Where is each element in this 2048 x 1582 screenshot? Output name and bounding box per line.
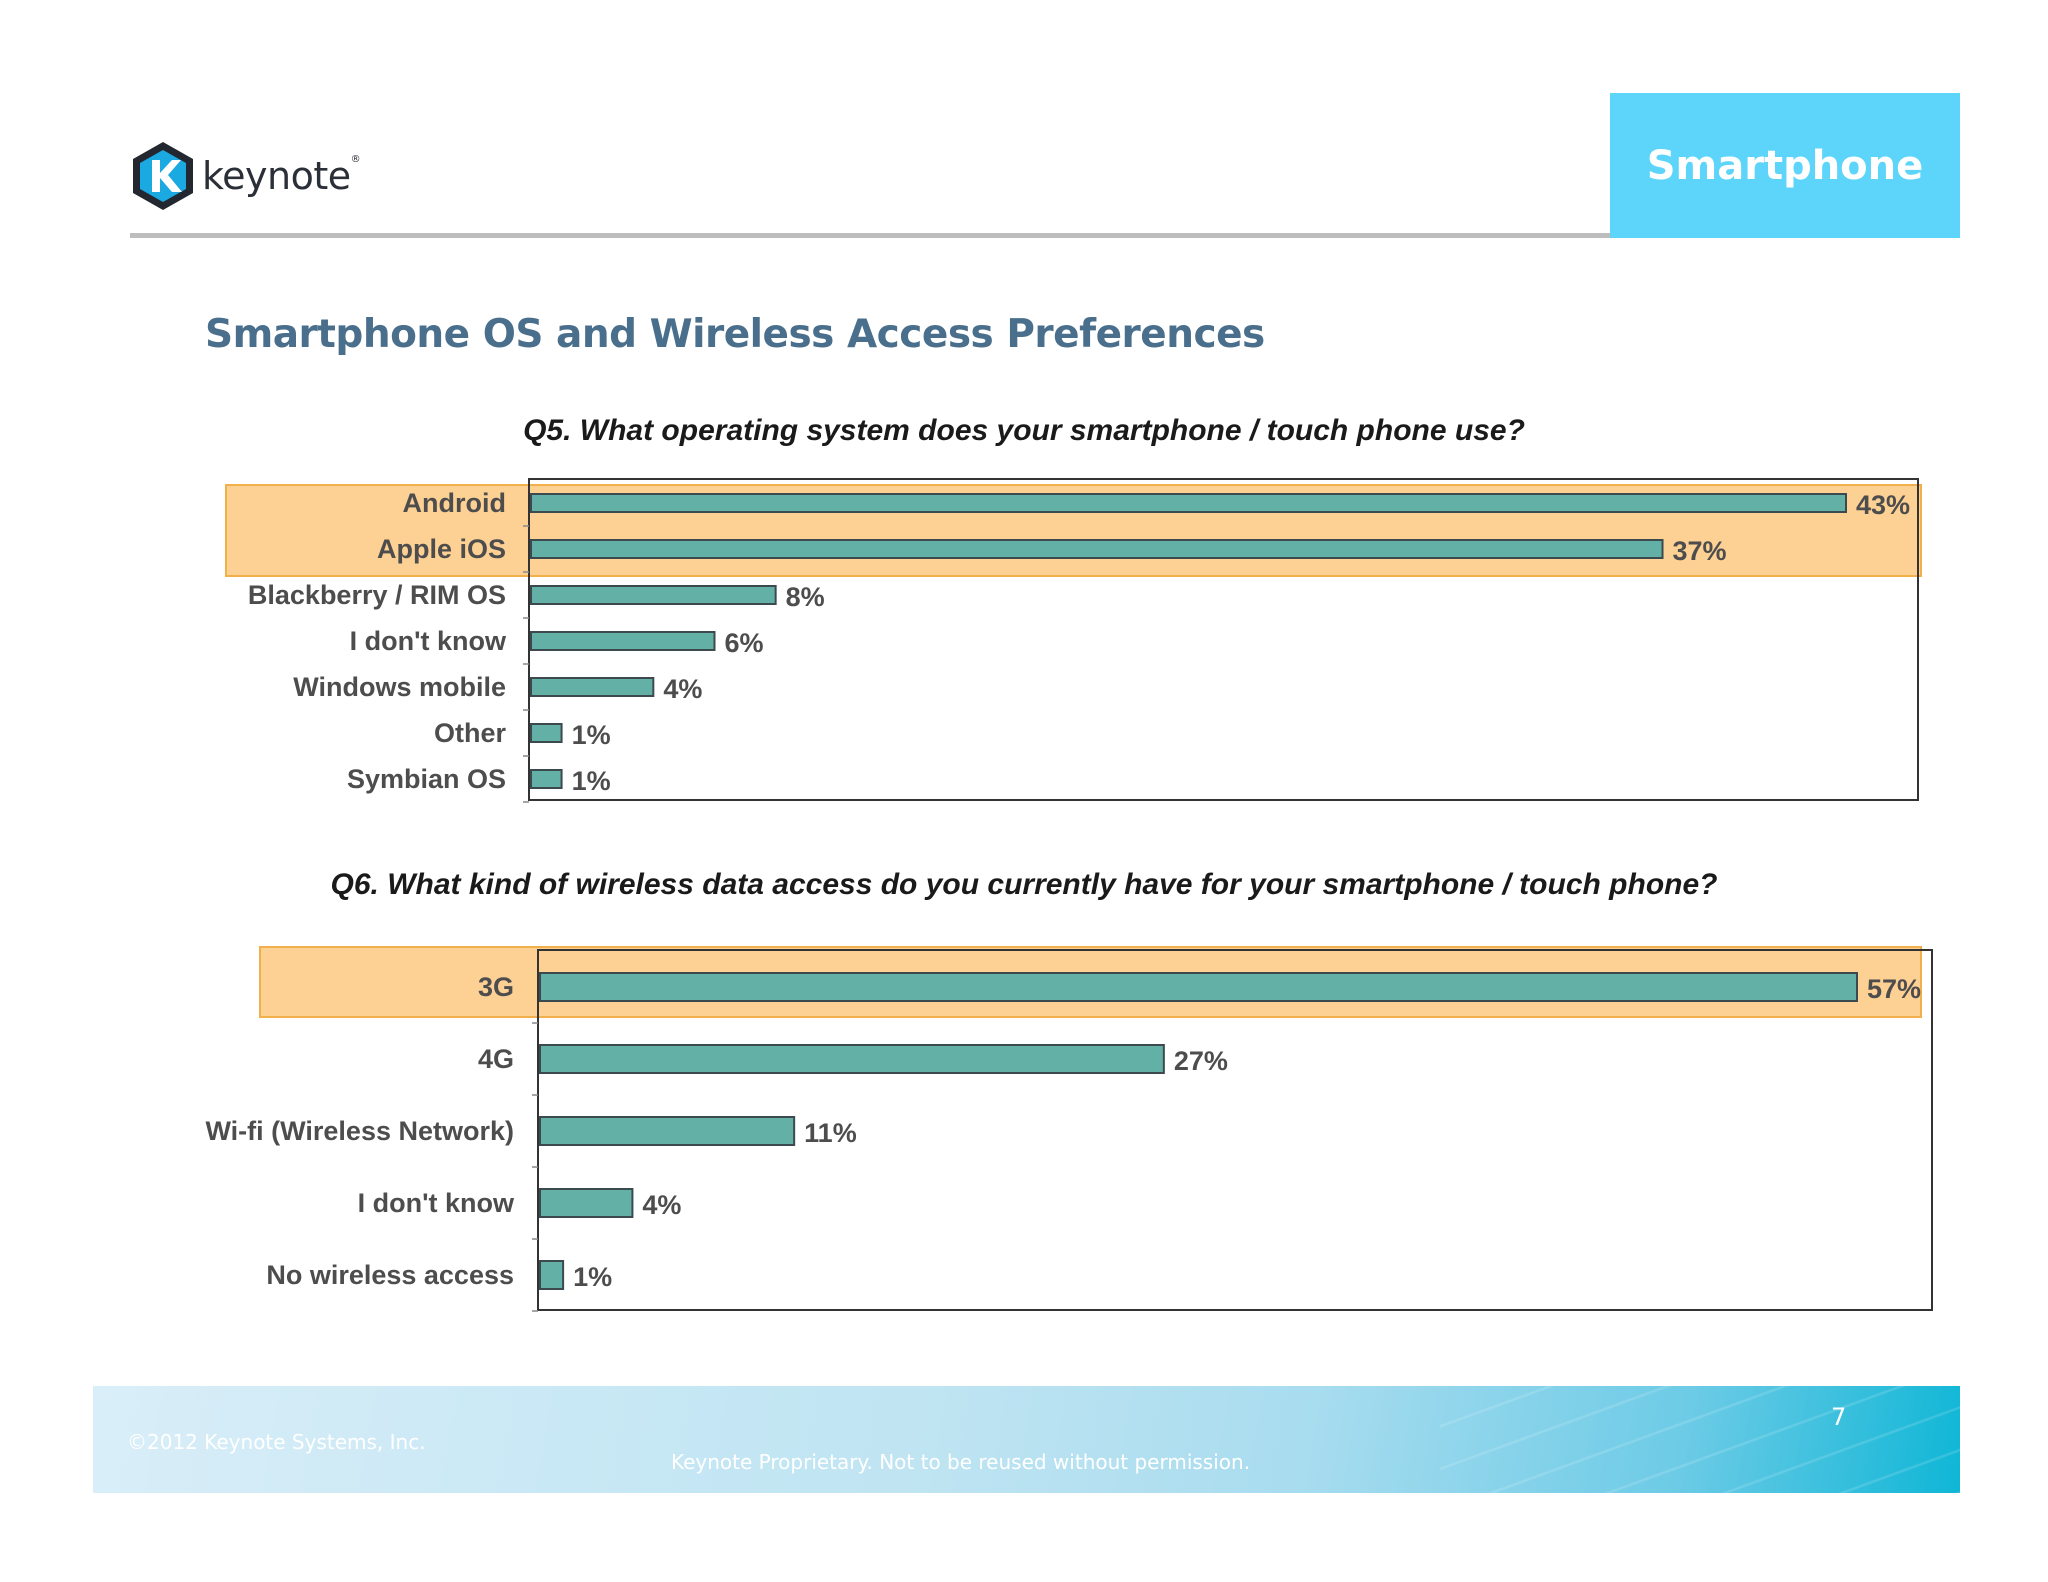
data-label: 11% (804, 1118, 857, 1148)
category-label: Apple iOS (377, 534, 506, 564)
page-number: 7 (1831, 1403, 1847, 1431)
q6-bar-chart: 3G 57% 4G 27% Wi-fi (Wireless Network) 11% I d… (205, 946, 1933, 1312)
bar-windows-mobile (530, 677, 655, 697)
q5-chart-title: Q5. What operating system does your smar… (523, 414, 1525, 447)
category-label: 3G (478, 972, 514, 1002)
bar-symbian-os (530, 769, 563, 789)
category-label: Windows mobile (293, 672, 506, 702)
category-label: I don't know (358, 1188, 515, 1218)
footer-proprietary-note: Keynote Proprietary. Not to be reused wi… (671, 1450, 1251, 1474)
category-label: Symbian OS (347, 764, 506, 794)
data-label: 6% (724, 628, 763, 658)
bar-blackberry-rim-os (530, 585, 777, 605)
data-label: 43% (1856, 490, 1910, 520)
data-label: 57% (1867, 974, 1921, 1004)
bar-i-don-t-know (530, 631, 716, 651)
bar-other (530, 723, 563, 743)
plot-frame (528, 478, 1919, 801)
footer-copyright: ©2012 Keynote Systems, Inc. (127, 1430, 426, 1454)
data-label: 1% (572, 720, 611, 750)
data-label: 27% (1174, 1046, 1228, 1076)
logo-wordmark-text: keynote (202, 154, 351, 198)
bar-android (530, 493, 1847, 513)
category-label: Blackberry / RIM OS (248, 580, 506, 610)
keynote-logo: keynote® (130, 140, 361, 212)
page-title: Smartphone OS and Wireless Access Prefer… (205, 312, 1265, 357)
keynote-logo-icon (133, 142, 193, 210)
bar-apple-ios (530, 539, 1664, 559)
header-divider (130, 233, 1610, 238)
bar-wi-fi-wireless-network- (539, 1116, 796, 1146)
data-label: 4% (642, 1190, 681, 1220)
footer-bar: ©2012 Keynote Systems, Inc. Keynote Prop… (93, 1386, 1960, 1493)
category-label: No wireless access (266, 1260, 514, 1290)
data-label: 1% (573, 1262, 612, 1292)
category-label: Android (403, 488, 506, 518)
footer-decoration (1440, 1386, 1960, 1493)
bar-no-wireless-access (539, 1260, 565, 1290)
category-label: Wi-fi (Wireless Network) (205, 1116, 514, 1146)
category-label: Other (434, 718, 507, 748)
q6-chart-title: Q6. What kind of wireless data access do… (330, 868, 1718, 901)
data-label: 1% (572, 766, 611, 796)
q5-bar-chart: Android 43% Apple iOS 37% Blackberry / RIM O… (225, 478, 1922, 803)
category-label: 4G (478, 1044, 514, 1074)
logo-registered-mark: ® (350, 154, 361, 165)
data-label: 37% (1673, 536, 1727, 566)
category-label: I don't know (350, 626, 507, 656)
bar-i-don-t-know (539, 1188, 634, 1218)
section-badge: Smartphone (1610, 93, 1960, 238)
plot-frame (537, 949, 1933, 1311)
bar-4g (539, 1044, 1165, 1074)
bar-3g (539, 972, 1858, 1002)
section-badge-label: Smartphone (1646, 142, 1924, 189)
logo-wordmark: keynote® (202, 154, 361, 198)
data-label: 8% (786, 582, 825, 612)
data-label: 4% (663, 674, 702, 704)
